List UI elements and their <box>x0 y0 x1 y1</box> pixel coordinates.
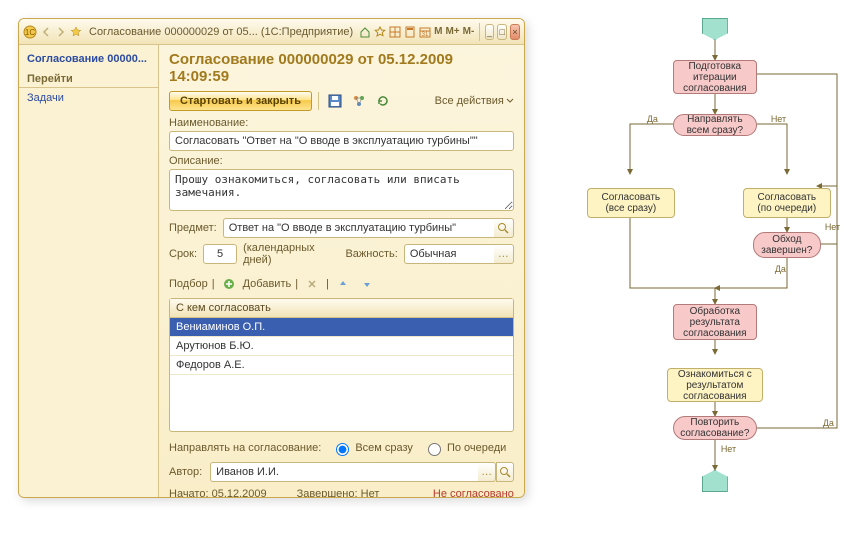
desc-input[interactable]: Прошу ознакомиться, согласовать или впис… <box>169 169 514 211</box>
process-icon[interactable] <box>349 91 369 111</box>
app-icon: 1С <box>23 24 37 40</box>
pick-link[interactable]: Подбор <box>169 278 208 290</box>
subject-label: Предмет: <box>169 222 217 234</box>
flow-decision-repeat: Повторить согласование? <box>673 416 757 440</box>
desc-label: Описание: <box>169 155 514 167</box>
flow-decision-send-all: Направлять всем сразу? <box>673 114 757 136</box>
edge-label: Да <box>647 114 658 124</box>
sidebar: Согласование 00000... Перейти Задачи <box>19 45 159 497</box>
tb-calc-icon[interactable] <box>404 24 416 40</box>
edge-label: Нет <box>771 114 786 124</box>
grid-header: С кем согласовать <box>170 299 513 318</box>
tb-home-icon[interactable] <box>359 24 371 40</box>
start-and-close-button[interactable]: Стартовать и закрыть <box>169 91 312 111</box>
flow-reviewers-all: Согласовать (все сразу) <box>587 188 675 218</box>
name-input[interactable] <box>169 131 514 151</box>
grid-empty-area <box>170 375 513 431</box>
tb-m[interactable]: M <box>434 24 442 40</box>
svg-text:31: 31 <box>422 32 429 38</box>
routing-row: Направлять на согласование: Всем сразу П… <box>169 440 514 456</box>
deadline-input[interactable] <box>203 244 237 264</box>
tb-fav-icon[interactable] <box>374 24 386 40</box>
sidebar-section: Перейти <box>19 71 158 88</box>
importance-label: Важность: <box>345 248 397 260</box>
maximize-button[interactable]: □ <box>497 24 507 40</box>
importance-more-button[interactable]: … <box>494 244 514 264</box>
minimize-button[interactable]: _ <box>485 24 495 40</box>
route-seq-radio[interactable]: По очереди <box>423 440 506 456</box>
table-toolbar: Подбор | Добавить | | <box>169 274 514 294</box>
delete-icon[interactable] <box>302 274 322 294</box>
move-up-icon[interactable] <box>333 274 353 294</box>
flow-decision-loop-done: Обход завершен? <box>753 232 821 258</box>
all-actions-link[interactable]: Все действия <box>435 95 514 107</box>
deadline-label: Срок: <box>169 248 197 260</box>
route-label: Направлять на согласование: <box>169 442 321 454</box>
window-title: Согласование 000000029 от 05... (1С:Пред… <box>89 26 353 38</box>
svg-text:1С: 1С <box>25 28 35 37</box>
author-lookup-button[interactable] <box>496 462 514 482</box>
table-row[interactable]: Вениаминов О.П. <box>170 318 513 337</box>
save-icon[interactable] <box>325 91 345 111</box>
route-all-radio[interactable]: Всем сразу <box>331 440 413 456</box>
edge-label: Да <box>823 418 834 428</box>
search-icon <box>497 222 509 234</box>
nav-fwd-icon[interactable] <box>55 24 67 40</box>
author-input[interactable] <box>210 462 478 482</box>
page-title: Согласование 000000029 от 05.12.2009 14:… <box>169 51 514 85</box>
flowchart: Подготовка итерации согласования Направл… <box>575 18 840 498</box>
add-icon[interactable] <box>219 274 239 294</box>
subject-lookup-button[interactable] <box>494 218 514 238</box>
approvers-grid: С кем согласовать Вениаминов О.П. Арутюн… <box>169 298 514 432</box>
approval-status: Не согласовано <box>433 488 514 497</box>
add-link[interactable]: Добавить <box>243 278 292 290</box>
titlebar: 1С Согласование 000000029 от 05... (1С:П… <box>19 19 524 45</box>
flow-prepare: Подготовка итерации согласования <box>673 60 757 94</box>
author-more-button[interactable]: … <box>478 462 496 482</box>
tb-grid-icon[interactable] <box>389 24 401 40</box>
tb-mminus[interactable]: M- <box>463 24 475 40</box>
sidebar-item-tasks[interactable]: Задачи <box>19 90 158 106</box>
app-window: 1С Согласование 000000029 от 05... (1С:П… <box>18 18 525 498</box>
tb-cal-icon[interactable]: 31 <box>419 24 431 40</box>
flow-reviewer-seq: Согласовать (по очереди) <box>743 188 831 218</box>
status-row: Начато: 05.12.2009 Завершено: Нет Не сог… <box>169 488 514 497</box>
refresh-icon[interactable] <box>373 91 393 111</box>
move-down-icon[interactable] <box>357 274 377 294</box>
name-label: Наименование: <box>169 117 514 129</box>
flow-process-result: Обработка результата согласования <box>673 304 757 340</box>
table-row[interactable]: Федоров А.Е. <box>170 356 513 375</box>
nav-back-icon[interactable] <box>40 24 52 40</box>
tb-mplus[interactable]: M+ <box>445 24 459 40</box>
author-label: Автор: <box>169 466 202 478</box>
chevron-down-icon <box>506 97 514 105</box>
edge-label: Да <box>775 264 786 274</box>
search-icon <box>499 466 511 478</box>
subject-input[interactable] <box>223 218 494 238</box>
close-button[interactable]: × <box>510 24 520 40</box>
favorite-icon[interactable] <box>70 24 82 40</box>
edge-label: Нет <box>721 444 736 454</box>
edge-label: Нет <box>825 222 840 232</box>
content-area: Согласование 000000029 от 05.12.2009 14:… <box>159 45 524 497</box>
deadline-unit: (календарных дней) <box>243 242 339 266</box>
sidebar-title: Согласование 00000... <box>19 51 158 71</box>
importance-input[interactable] <box>404 244 494 264</box>
flow-author-task: Ознакомиться с результатом согласования <box>667 368 763 402</box>
table-row[interactable]: Арутюнов Б.Ю. <box>170 337 513 356</box>
toolbar: Стартовать и закрыть Все действия <box>169 91 514 111</box>
